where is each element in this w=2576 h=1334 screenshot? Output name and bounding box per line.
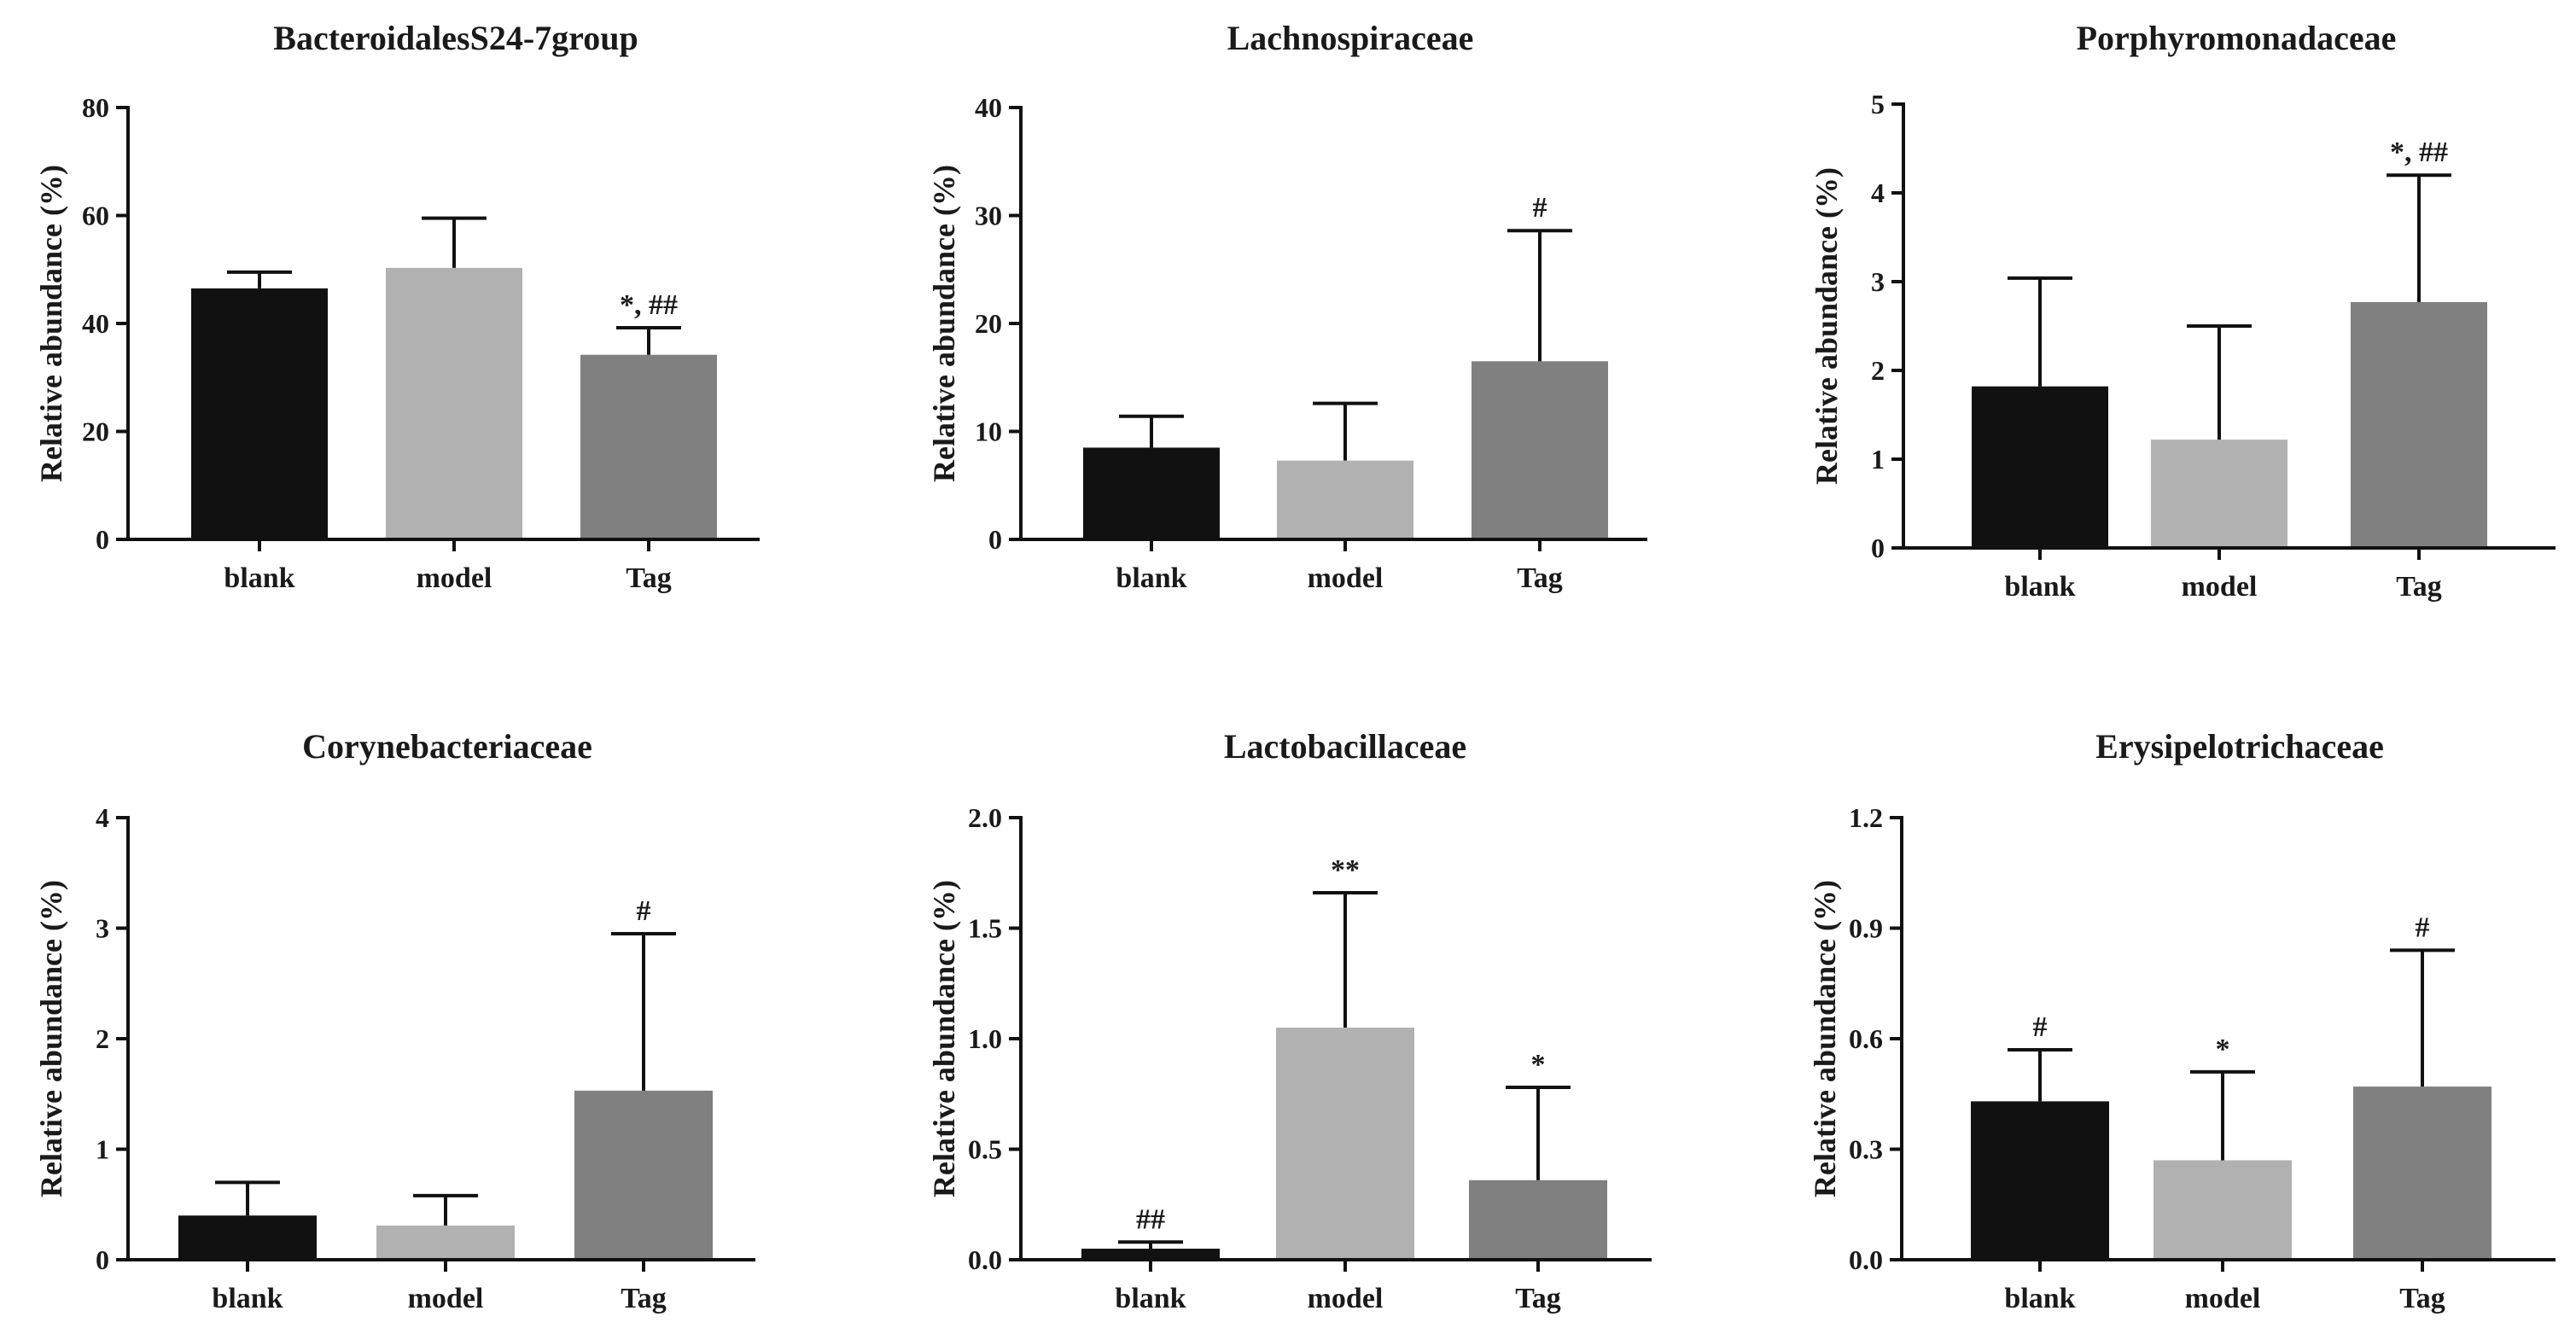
y-tick-label: 0.3 bbox=[1849, 1134, 1883, 1165]
y-tick-label: 0 bbox=[96, 1244, 109, 1275]
y-tick-label: 40 bbox=[975, 92, 1002, 123]
y-tick-label: 10 bbox=[975, 417, 1002, 447]
category-label: blank bbox=[2004, 571, 2075, 603]
bar-blank bbox=[191, 288, 328, 539]
category-label: Tag bbox=[2396, 571, 2442, 603]
y-tick-label: 2 bbox=[96, 1023, 109, 1054]
chart-title: Lachnospiraceae bbox=[1227, 19, 1474, 57]
y-axis-label: Relative abundance (%) bbox=[927, 880, 961, 1197]
category-label: blank bbox=[224, 562, 294, 594]
bar-model bbox=[376, 1225, 515, 1260]
bar-tag bbox=[1472, 361, 1608, 539]
y-tick-label: 80 bbox=[82, 92, 109, 123]
y-tick-label: 1.2 bbox=[1849, 802, 1883, 833]
bar-tag bbox=[580, 354, 717, 539]
significance-label: # bbox=[637, 895, 651, 927]
y-tick-label: 5 bbox=[1871, 89, 1885, 119]
category-label: model bbox=[2185, 1283, 2261, 1314]
y-tick-label: 0 bbox=[988, 524, 1002, 555]
y-tick-label: 40 bbox=[82, 308, 109, 339]
category-label: Tag bbox=[621, 1283, 667, 1314]
y-tick-label: 0.0 bbox=[1849, 1244, 1883, 1275]
y-tick-label: 1 bbox=[1871, 444, 1885, 475]
y-axis-label: Relative abundance (%) bbox=[34, 880, 68, 1197]
chart-panel-4: Corynebacteriaceae Relative abundance (%)… bbox=[34, 727, 755, 1314]
chart-title: BacteroidalesS24-7group bbox=[273, 19, 638, 57]
category-label: blank bbox=[1116, 562, 1186, 594]
bar-tag bbox=[574, 1090, 713, 1260]
y-tick-label: 1 bbox=[96, 1134, 109, 1165]
chart-title: Erysipelotrichaceae bbox=[2095, 727, 2384, 766]
bar-tag bbox=[2353, 1086, 2491, 1260]
significance-label: # bbox=[2033, 1011, 2048, 1043]
y-tick-label: 1.5 bbox=[968, 913, 1002, 944]
y-tick-label: 0 bbox=[1871, 533, 1885, 563]
y-tick-label: 0 bbox=[96, 524, 109, 555]
chart-panel-3: Porphyromonadaceae Relative abundance (%)… bbox=[1810, 19, 2556, 603]
bar-blank bbox=[1971, 1101, 2109, 1260]
y-tick-label: 2 bbox=[1871, 355, 1885, 386]
significance-label: # bbox=[2416, 912, 2430, 943]
bar-blank bbox=[178, 1215, 317, 1260]
bar-model bbox=[2153, 1160, 2292, 1260]
y-tick-label: 3 bbox=[96, 913, 109, 944]
bar-blank bbox=[1083, 447, 1220, 539]
y-tick-label: 2.0 bbox=[968, 802, 1002, 833]
bar-tag bbox=[1469, 1180, 1607, 1260]
y-tick-label: 0.9 bbox=[1849, 913, 1883, 944]
significance-label: *, ## bbox=[2390, 137, 2448, 168]
y-tick-label: 60 bbox=[82, 201, 109, 231]
chart-title: Porphyromonadaceae bbox=[2077, 19, 2397, 57]
significance-label: * bbox=[2216, 1034, 2230, 1065]
y-axis-label: Relative abundance (%) bbox=[1808, 880, 1842, 1197]
y-axis-label: Relative abundance (%) bbox=[927, 165, 961, 482]
bar-model bbox=[1277, 460, 1413, 539]
chart-panel-5: Lactobacillaceae Relative abundance (%) ##… bbox=[927, 727, 1652, 1314]
bar-model bbox=[1276, 1028, 1414, 1260]
y-tick-label: 1.0 bbox=[968, 1023, 1002, 1054]
significance-label: # bbox=[1533, 192, 1547, 224]
y-tick-label: 4 bbox=[1871, 178, 1885, 208]
chart-panel-1: BacteroidalesS24-7group Relative abundanc… bbox=[34, 19, 760, 594]
y-tick-label: 20 bbox=[82, 417, 109, 447]
category-label: blank bbox=[212, 1283, 283, 1314]
category-label: Tag bbox=[2399, 1283, 2445, 1314]
y-tick-label: 0.6 bbox=[1849, 1023, 1883, 1054]
chart-title: Corynebacteriaceae bbox=[302, 727, 592, 766]
category-label: Tag bbox=[626, 562, 672, 594]
chart-title: Lactobacillaceae bbox=[1224, 727, 1466, 766]
category-label: model bbox=[1308, 1283, 1384, 1314]
bar-blank bbox=[1081, 1249, 1220, 1260]
category-label: Tag bbox=[1515, 1283, 1561, 1314]
category-label: blank bbox=[2004, 1283, 2075, 1314]
significance-label: *, ## bbox=[620, 289, 678, 321]
y-tick-label: 0.5 bbox=[968, 1134, 1002, 1165]
significance-label: ## bbox=[1136, 1203, 1165, 1235]
category-label: model bbox=[2182, 571, 2258, 603]
chart-panel-2: Lachnospiraceae Relative abundance (%) bla… bbox=[927, 19, 1647, 594]
y-axis-label: Relative abundance (%) bbox=[1810, 167, 1844, 485]
y-tick-label: 3 bbox=[1871, 266, 1885, 297]
category-label: model bbox=[417, 562, 492, 594]
y-tick-label: 4 bbox=[96, 802, 109, 833]
chart-panel-6: Erysipelotrichaceae Relative abundance (%… bbox=[1808, 727, 2556, 1314]
y-tick-label: 0.0 bbox=[968, 1244, 1002, 1275]
bar-tag bbox=[2351, 301, 2487, 548]
significance-label: ** bbox=[1331, 854, 1360, 886]
category-label: blank bbox=[1115, 1283, 1186, 1314]
bar-model bbox=[2151, 440, 2288, 548]
y-tick-label: 30 bbox=[975, 201, 1002, 231]
y-axis-label: Relative abundance (%) bbox=[34, 165, 68, 482]
category-label: Tag bbox=[1517, 562, 1563, 594]
category-label: model bbox=[1308, 562, 1384, 594]
bar-model bbox=[386, 267, 522, 539]
significance-label: * bbox=[1531, 1049, 1546, 1081]
y-tick-label: 20 bbox=[975, 308, 1002, 339]
bar-blank bbox=[1972, 386, 2108, 548]
category-label: model bbox=[408, 1283, 484, 1314]
